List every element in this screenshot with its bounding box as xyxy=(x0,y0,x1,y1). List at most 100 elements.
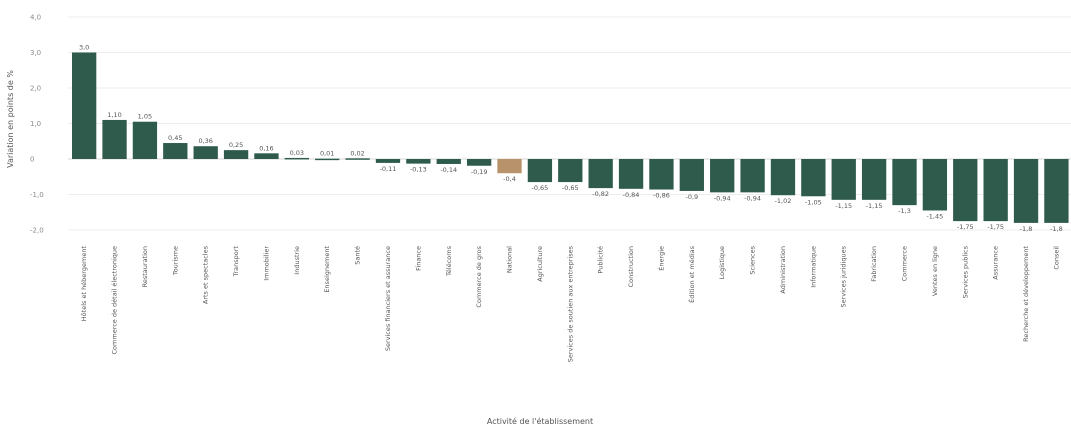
data-label: 0,16 xyxy=(259,144,273,152)
x-tick-label: Arts et spectacles xyxy=(202,245,210,304)
y-tick-label: 2,0 xyxy=(30,85,41,93)
x-tick-label: Tourisme xyxy=(171,246,179,276)
bar xyxy=(527,159,553,183)
data-label: -1,8 xyxy=(1020,225,1033,233)
bar xyxy=(406,159,431,164)
bar xyxy=(375,159,401,163)
x-tick-label: Fabrication xyxy=(870,246,878,282)
bar xyxy=(1013,159,1039,223)
x-tick-label: Agriculture xyxy=(536,246,544,282)
data-label: 3,0 xyxy=(79,44,89,52)
x-tick-label: Hôtels et hébergement xyxy=(80,246,88,322)
bar xyxy=(588,159,613,189)
bar xyxy=(254,153,279,159)
data-label: -1,8 xyxy=(1050,225,1063,233)
x-tick-label: Commerce de détail électronique xyxy=(111,246,119,354)
bar xyxy=(861,159,887,200)
x-tick-label: Restauration xyxy=(141,246,149,287)
bar xyxy=(72,52,97,159)
bar xyxy=(892,159,917,206)
y-tick-label: 0 xyxy=(30,156,34,164)
bar xyxy=(831,159,856,200)
bar xyxy=(983,159,1008,222)
data-label: -0,19 xyxy=(471,168,488,176)
bar xyxy=(466,159,492,166)
bar xyxy=(132,121,158,159)
data-label: -0,65 xyxy=(531,184,548,192)
bar xyxy=(436,159,461,164)
bar xyxy=(922,159,948,211)
data-label: -0,86 xyxy=(653,192,670,200)
bar xyxy=(801,159,826,197)
bar xyxy=(649,159,674,190)
x-tick-label: Commerce de gros xyxy=(475,245,483,307)
data-label: -1,05 xyxy=(805,198,822,206)
y-tick-label: -1,0 xyxy=(30,191,44,199)
bar xyxy=(315,158,340,161)
bar xyxy=(1044,159,1069,223)
data-label: -1,75 xyxy=(957,223,974,231)
x-tick-label: Sciences xyxy=(749,245,757,274)
data-label: 1,10 xyxy=(107,111,121,119)
gridlines xyxy=(68,16,1071,231)
x-tick-label: Finance xyxy=(414,246,422,271)
x-tick-label: Recherche et développement xyxy=(1022,246,1030,342)
x-tick-label: Édition et médias xyxy=(687,245,696,302)
x-tick-label: Enseignement xyxy=(323,246,331,293)
x-tick-label: Énergie xyxy=(656,246,665,271)
bar xyxy=(193,146,218,159)
y-tick-label: -2,0 xyxy=(30,227,44,235)
data-label: -1,75 xyxy=(987,223,1004,231)
y-tick-label: 4,0 xyxy=(30,14,41,22)
x-tick-label: Ventes en ligne xyxy=(931,246,939,296)
bar xyxy=(558,159,583,183)
data-label: -0,94 xyxy=(714,194,731,202)
x-axis-categories: Hôtels et hébergement Commerce de détail … xyxy=(80,245,1060,362)
x-tick-label: Services juridiques xyxy=(840,245,848,307)
bar xyxy=(497,159,522,174)
data-label: 0,36 xyxy=(198,137,212,145)
y-tick-label: 1,0 xyxy=(30,120,41,128)
data-label: -1,02 xyxy=(775,197,792,205)
bar xyxy=(223,150,249,160)
bar xyxy=(618,159,644,189)
x-tick-label: Assurance xyxy=(992,246,1000,280)
data-label: 0,25 xyxy=(229,141,243,149)
bar xyxy=(770,159,796,196)
data-label: -0,82 xyxy=(592,190,609,198)
y-axis-ticks: -2,0 -1,0 0 1,0 2,0 3,0 4,0 xyxy=(30,14,44,235)
x-axis-title: Activité de l'établissement xyxy=(487,416,593,426)
data-label: -0,84 xyxy=(623,191,640,199)
x-tick-label: Administration xyxy=(779,246,787,294)
x-tick-label: Informatique xyxy=(809,246,817,288)
data-label: 0,45 xyxy=(168,134,182,142)
x-tick-label: Télécoms xyxy=(445,245,453,277)
data-label: -0,13 xyxy=(410,166,427,174)
data-label: 1,05 xyxy=(138,113,152,121)
x-tick-label: Conseil xyxy=(1052,246,1060,270)
data-label: -1,45 xyxy=(926,212,943,220)
y-axis-title: Variation en points de % xyxy=(6,70,15,168)
x-tick-label: Santé xyxy=(354,246,362,265)
bar xyxy=(102,119,127,159)
x-tick-label: National xyxy=(506,246,514,273)
bar xyxy=(284,157,309,160)
data-label: -0,65 xyxy=(562,184,579,192)
data-label: -0,14 xyxy=(440,166,457,174)
bar xyxy=(953,159,978,222)
x-tick-label: Construction xyxy=(627,246,635,287)
data-label: -1,15 xyxy=(835,202,852,210)
x-tick-label: Immobilier xyxy=(262,246,270,281)
data-label: -0,4 xyxy=(503,175,516,183)
x-tick-label: Logistique xyxy=(718,246,726,279)
bar xyxy=(710,159,735,193)
data-label: -0,11 xyxy=(380,165,397,173)
data-label: -1,15 xyxy=(866,202,883,210)
data-label: -1,3 xyxy=(898,207,911,215)
bars xyxy=(72,52,1069,223)
x-tick-label: Services publics xyxy=(961,245,969,298)
x-tick-label: Commerce xyxy=(901,246,909,281)
x-tick-label: Transport xyxy=(232,246,240,278)
x-tick-label: Publicité xyxy=(597,246,605,274)
